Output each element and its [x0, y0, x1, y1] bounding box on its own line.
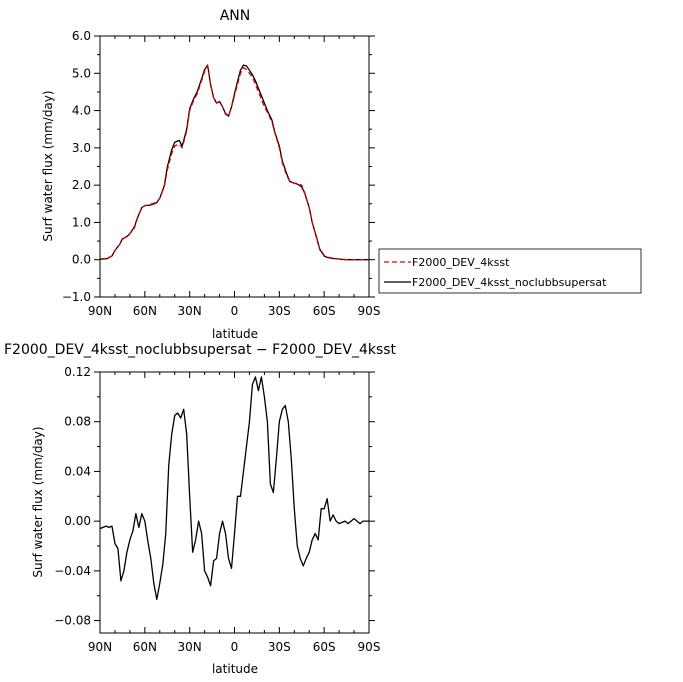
top-x-axis-label: latitude — [212, 327, 258, 341]
bottom-chart-title: F2000_DEV_4ksst_noclubbsupersat − F2000_… — [4, 342, 397, 358]
y-tick-label: 5.0 — [72, 66, 91, 80]
x-tick-label: 60S — [313, 640, 336, 654]
x-tick-label: 30S — [268, 304, 291, 318]
y-tick-label: 0.0 — [72, 253, 91, 267]
top-x-axis: 90N 60N 30N 0 30S 60S 90S — [88, 36, 381, 318]
x-tick-label: 90N — [88, 304, 112, 318]
y-tick-label: 0.12 — [64, 365, 91, 379]
y-tick-label: 4.0 — [72, 104, 91, 118]
bottom-x-axis-label: latitude — [212, 662, 258, 676]
x-tick-label: 90S — [358, 304, 381, 318]
series-line-0 — [99, 376, 369, 601]
x-tick-label: 30N — [178, 304, 202, 318]
series-line-1 — [99, 64, 369, 261]
x-tick-label: 0 — [231, 640, 239, 654]
x-tick-label: 30S — [268, 640, 291, 654]
y-tick-label: −0.04 — [54, 564, 91, 578]
x-tick-label: 60N — [133, 640, 157, 654]
legend-label-1: F2000_DEV_4ksst_noclubbsupersat — [412, 276, 607, 289]
bottom-plot-frame — [99, 371, 370, 634]
top-chart: ANN 90N 60N 30N 0 30S 60S 90S −1.0 0.0 1.0 2.0 3.0… — [41, 8, 380, 341]
top-plot-frame — [99, 35, 370, 298]
y-tick-label: 2.0 — [72, 178, 91, 192]
y-tick-label: 1.0 — [72, 215, 91, 229]
y-tick-label: 6.0 — [72, 29, 91, 43]
top-y-axis: −1.0 0.0 1.0 2.0 3.0 4.0 5.0 6.0 — [62, 29, 375, 304]
y-tick-label: 0.00 — [64, 514, 91, 528]
y-tick-label: 0.08 — [64, 415, 91, 429]
y-tick-label: 0.04 — [64, 464, 91, 478]
legend-label-0: F2000_DEV_4ksst — [412, 256, 510, 269]
x-tick-label: 60S — [313, 304, 336, 318]
bottom-series — [99, 376, 369, 601]
x-tick-label: 0 — [231, 304, 239, 318]
top-y-axis-label: Surf water flux (mm/day) — [41, 90, 55, 241]
x-tick-label: 60N — [133, 304, 157, 318]
bottom-y-axis: −0.08 −0.04 0.00 0.04 0.08 0.12 — [54, 365, 375, 628]
y-tick-label: −1.0 — [62, 290, 91, 304]
top-chart-title: ANN — [220, 8, 251, 24]
bottom-chart: F2000_DEV_4ksst_noclubbsupersat − F2000_… — [4, 342, 397, 676]
bottom-y-axis-label: Surf water flux (mm/day) — [31, 426, 45, 577]
x-tick-label: 90N — [88, 640, 112, 654]
y-tick-label: 3.0 — [72, 141, 91, 155]
y-tick-label: −0.08 — [54, 614, 91, 628]
series-line-0 — [99, 65, 369, 261]
legend: F2000_DEV_4ksst F2000_DEV_4ksst_noclubbs… — [378, 248, 642, 294]
bottom-x-axis: 90N 60N 30N 0 30S 60S 90S — [88, 372, 381, 654]
x-tick-label: 30N — [178, 640, 202, 654]
legend-box — [378, 248, 642, 294]
x-tick-label: 90S — [358, 640, 381, 654]
top-series — [99, 64, 369, 261]
